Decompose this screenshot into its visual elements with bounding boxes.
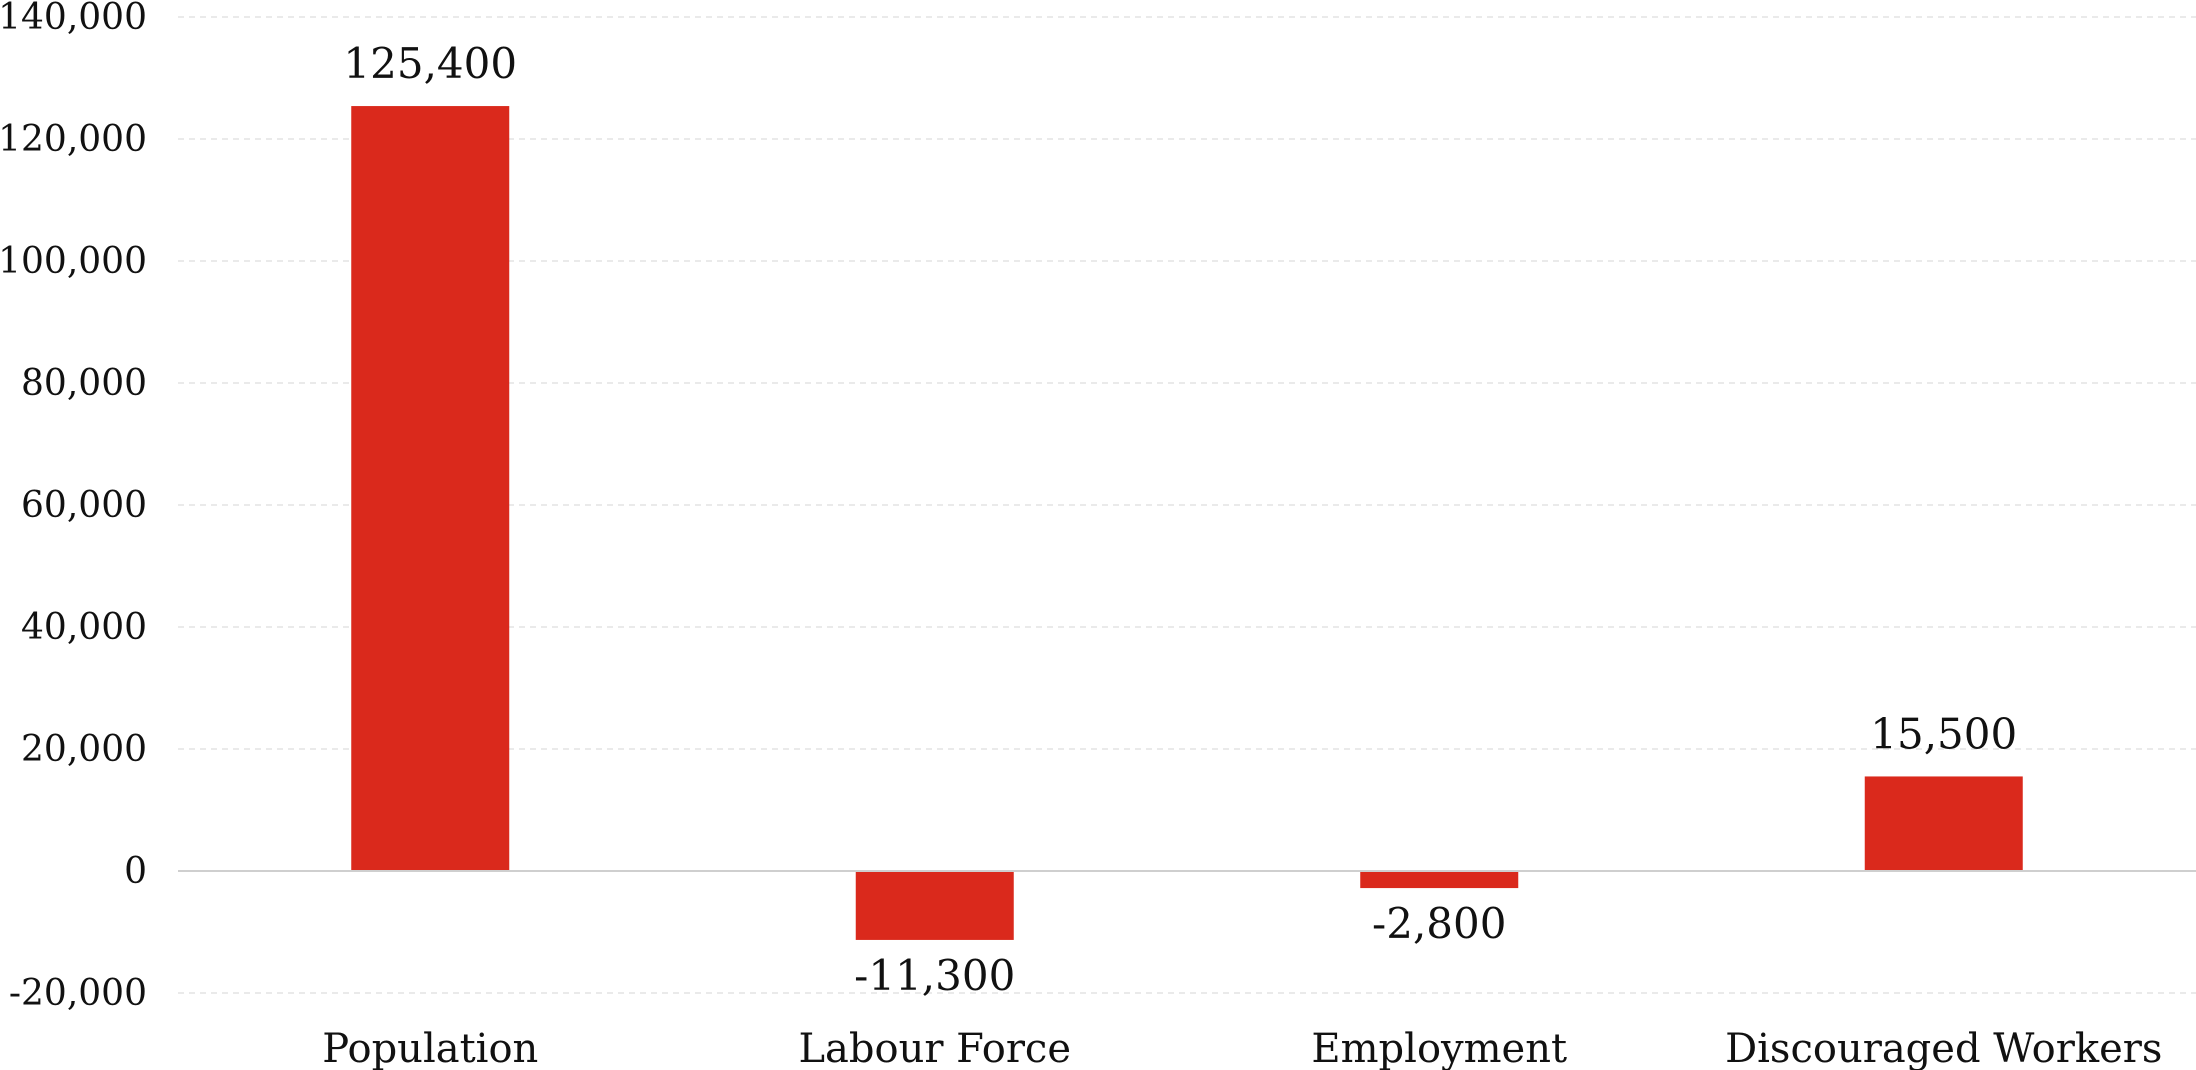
bar bbox=[1360, 871, 1519, 889]
bars bbox=[351, 106, 2023, 940]
x-axis-category-labels: Population Labour Force Employment Discoura… bbox=[322, 1026, 2162, 1070]
bar-value-label: 15,500 bbox=[1870, 709, 2017, 758]
x-category-label: Labour Force bbox=[798, 1026, 1071, 1070]
y-tick-label: 60,000 bbox=[21, 485, 147, 526]
y-tick-label: 0 bbox=[124, 851, 147, 892]
y-tick-label: -20,000 bbox=[9, 973, 147, 1014]
bar-value-label: -2,800 bbox=[1372, 899, 1506, 948]
y-tick-label: 20,000 bbox=[21, 729, 147, 770]
y-tick-label: 140,000 bbox=[0, 0, 147, 38]
bar-value-label: 125,400 bbox=[343, 39, 517, 88]
x-category-label: Discouraged Workers bbox=[1725, 1026, 2162, 1070]
y-tick-label: 80,000 bbox=[21, 363, 147, 404]
bar-value-label: -11,300 bbox=[854, 951, 1015, 1000]
y-axis-tick-labels: -20,000 0 20,000 40,000 60,000 80,000 100,000 1… bbox=[0, 0, 147, 1014]
y-tick-label: 40,000 bbox=[21, 607, 147, 648]
y-tick-label: 100,000 bbox=[0, 241, 147, 282]
bar bbox=[855, 871, 1014, 940]
y-tick-label: 120,000 bbox=[0, 119, 147, 160]
x-category-label: Population bbox=[322, 1026, 538, 1070]
bar bbox=[351, 106, 510, 871]
bar bbox=[1864, 776, 2023, 871]
x-category-label: Employment bbox=[1311, 1026, 1567, 1070]
bar-value-labels: 125,400 -11,300 -2,800 15,500 bbox=[343, 39, 2017, 1000]
